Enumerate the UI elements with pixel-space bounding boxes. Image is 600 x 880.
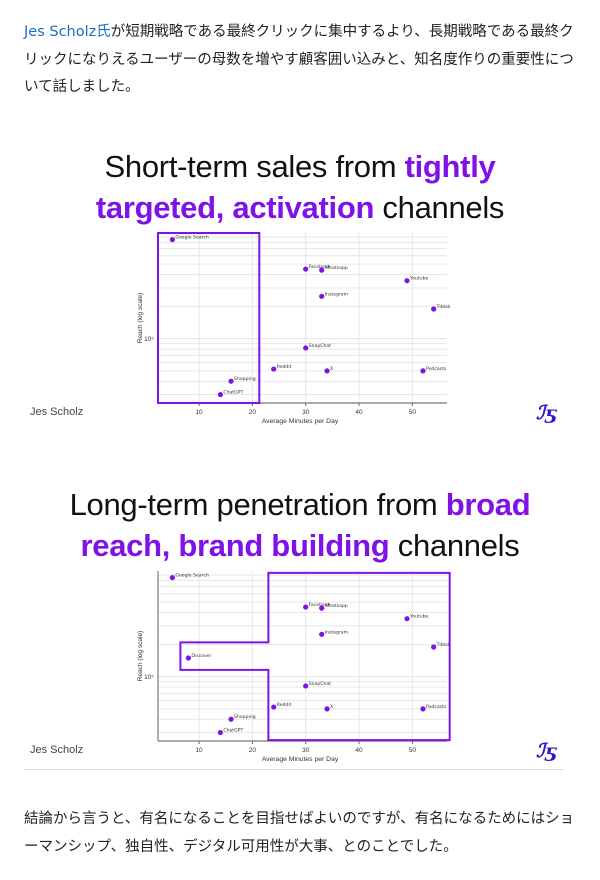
data-point xyxy=(319,631,325,637)
data-point xyxy=(271,704,277,710)
x-axis-label: Average Minutes per Day xyxy=(262,418,339,425)
point-label: Whatsapp xyxy=(325,603,348,609)
data-point xyxy=(303,604,309,610)
x-tick-label: 20 xyxy=(249,747,257,754)
data-point xyxy=(420,368,426,374)
data-point xyxy=(431,306,437,312)
data-point xyxy=(319,605,325,611)
data-point xyxy=(303,345,309,351)
x-tick-label: 50 xyxy=(409,409,417,416)
highlight-region xyxy=(157,232,261,404)
scatter-plot: 10 20 30 40 50 10⁵ Average Minutes per Day Reac… xyxy=(137,232,451,425)
chart-long-term: Long-term penetration from broad reach, b… xyxy=(0,478,600,770)
chart-author: Jes Scholz xyxy=(30,406,84,418)
y-axis-label: Reach (log scale) xyxy=(137,631,144,682)
point-label: SnapChat xyxy=(309,681,331,687)
x-tick-label: 10 xyxy=(195,747,203,754)
data-point xyxy=(228,716,234,722)
chart-title: Long-term penetration from broad reach, b… xyxy=(69,487,531,563)
y-axis-label: Reach (log scale) xyxy=(137,293,144,344)
point-label: Tiktok xyxy=(436,304,451,310)
x-tick-label: 10 xyxy=(195,409,203,416)
data-point xyxy=(324,368,330,374)
x-tick-label: 40 xyxy=(355,747,363,754)
point-label: Podcasts xyxy=(426,704,447,710)
chart-short-term: Short-term sales from tightly targeted, a… xyxy=(0,140,600,432)
data-point xyxy=(324,706,330,712)
conclusion-paragraph: 結論から言うと、有名になることを目指せばよいのですが、有名になるためにはショーマ… xyxy=(24,811,575,855)
point-label: Google Search xyxy=(175,573,209,579)
data-point xyxy=(271,366,277,372)
y-tick-label: 10⁵ xyxy=(144,674,154,681)
point-label: Google Search xyxy=(175,235,209,241)
x-tick-label: 30 xyxy=(302,409,310,416)
point-label: Youtube xyxy=(409,614,429,620)
point-label: Instagram xyxy=(325,291,349,297)
x-tick-label: 30 xyxy=(302,747,310,754)
point-label: Instagram xyxy=(325,629,349,635)
js-logo-icon: ℐƽ xyxy=(536,740,556,762)
data-point xyxy=(169,574,175,581)
point-label: Shopping xyxy=(234,714,256,720)
point-label: Discover xyxy=(191,653,211,659)
chart-author: Jes Scholz xyxy=(30,744,84,756)
highlight-region xyxy=(179,571,451,742)
point-label: X xyxy=(330,366,333,372)
data-point xyxy=(404,616,410,622)
data-point xyxy=(169,236,175,243)
x-tick-label: 40 xyxy=(355,409,363,416)
data-point xyxy=(303,266,309,272)
intro-text: が短期戦略である最終クリックに集中するより、長期戦略である最終クリックになりえる… xyxy=(24,24,574,95)
point-label: Reddit xyxy=(277,364,292,370)
point-label: ChatGPT xyxy=(223,390,243,396)
data-point xyxy=(185,655,191,661)
data-point xyxy=(217,729,223,736)
x-tick-label: 20 xyxy=(249,409,257,416)
data-point xyxy=(431,644,437,650)
point-label: SnapChat xyxy=(309,343,331,349)
chart-title: Short-term sales from tightly targeted, a… xyxy=(95,149,505,225)
point-label: Podcasts xyxy=(426,366,447,372)
point-label: Facebook xyxy=(309,264,331,270)
point-label: X xyxy=(330,704,333,710)
point-label: Reddit xyxy=(277,702,292,708)
data-point xyxy=(420,706,426,712)
point-label: Youtube xyxy=(409,276,429,282)
point-label: Shopping xyxy=(234,376,256,382)
intro-paragraph: Jes Scholz氏が短期戦略である最終クリックに集中するより、長期戦略である… xyxy=(24,19,580,102)
y-tick-label: 10⁵ xyxy=(144,336,154,343)
data-point xyxy=(217,391,223,398)
author-link[interactable]: Jes Scholz氏 xyxy=(24,24,111,40)
x-axis-label: Average Minutes per Day xyxy=(262,756,339,763)
data-point xyxy=(319,293,325,299)
x-tick-label: 50 xyxy=(409,747,417,754)
data-point xyxy=(404,278,410,284)
point-label: Facebook xyxy=(309,602,331,608)
js-logo-icon: ℐƽ xyxy=(536,402,556,424)
data-point xyxy=(228,378,234,384)
scatter-plot: 10 20 30 40 50 10⁵ Average Minutes per Day Reac… xyxy=(137,571,451,763)
point-label: Tiktok xyxy=(436,642,451,648)
data-point xyxy=(303,683,309,689)
divider xyxy=(24,769,564,770)
point-label: Whatsapp xyxy=(325,265,348,271)
data-point xyxy=(319,267,325,273)
point-label: ChatGPT xyxy=(223,728,243,734)
